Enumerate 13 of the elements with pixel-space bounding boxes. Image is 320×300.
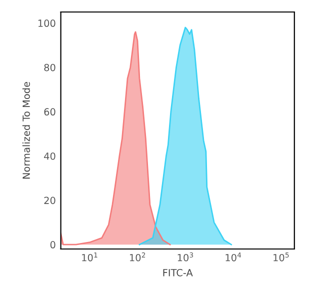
x-tick-label: 10$^{4}$ (226, 252, 242, 262)
y-tick-label: 80 (44, 64, 56, 72)
y-axis-title: Normalized To Mode (22, 82, 30, 179)
y-tick-label: 60 (44, 108, 56, 116)
x-tick-label: 10$^{1}$ (82, 252, 98, 262)
x-axis-title: FITC-A (163, 269, 193, 276)
x-tick-label: 10$^{2}$ (130, 252, 146, 262)
y-tick-label: 100 (38, 20, 56, 27)
y-tick-label: 20 (44, 196, 56, 204)
y-tick-label: 40 (44, 152, 56, 160)
y-tick-label: 0 (50, 241, 56, 248)
x-tick-label: 10$^{5}$ (274, 252, 289, 262)
x-tick-label: 10$^{3}$ (178, 252, 194, 262)
